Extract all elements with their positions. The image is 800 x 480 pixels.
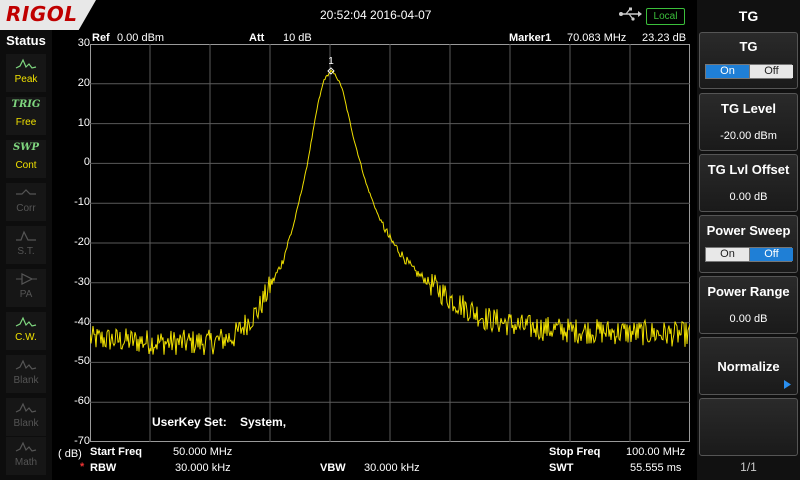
status-trigger: TRIG Free [6, 97, 46, 135]
usb-icon [619, 7, 642, 21]
power-range-button[interactable]: Power Range 0.00 dB [699, 276, 798, 334]
unit-label: ( dB) [58, 448, 82, 460]
marker-point[interactable] [327, 67, 335, 75]
swp-icon: SWP [13, 142, 39, 153]
trig-icon: TRIG [11, 99, 41, 110]
tg-label: TG [739, 39, 758, 54]
power-sweep-toggle[interactable]: On Off [705, 247, 793, 262]
tg-toggle[interactable]: On Off [705, 64, 793, 79]
status-label: Blank [13, 375, 39, 386]
status-label: S.T. [17, 246, 35, 257]
y-tick-label: -30 [74, 275, 90, 288]
stop-freq-label: Stop Freq [549, 446, 601, 458]
marker-number-label: 1 [328, 56, 334, 67]
rbw-label: RBW [90, 462, 117, 474]
status-label: Free [15, 117, 37, 128]
tg-level-label: TG Level [721, 101, 776, 116]
submenu-arrow-icon [784, 380, 791, 389]
tg-level-button[interactable]: TG Level -20.00 dBm [699, 93, 798, 151]
marker-level: 23.23 dB [642, 32, 687, 44]
st-icon [16, 230, 36, 241]
swt-label: SWT [549, 462, 574, 474]
menu-title: TG [738, 8, 759, 24]
y-tick-label: 10 [77, 116, 90, 129]
marker-freq: 70.083 MHz [567, 32, 627, 44]
tg-button[interactable]: TG On Off [699, 32, 798, 89]
logo-text: RIGOL [6, 2, 78, 26]
blank-icon [15, 402, 37, 413]
y-tick-label: -20 [74, 236, 90, 248]
y-tick-label: -50 [74, 355, 90, 368]
tg-on-option[interactable]: On [706, 65, 749, 78]
peak-icon [15, 58, 37, 69]
swt-value: 55.555 ms [630, 462, 682, 474]
tg-lvl-offset-value: 0.00 dB [729, 191, 768, 203]
math-icon [15, 441, 37, 452]
start-freq-label: Start Freq [90, 446, 142, 458]
power-range-label: Power Range [707, 284, 790, 299]
spectrum-trace [90, 69, 690, 356]
normalize-button[interactable]: Normalize [699, 337, 798, 395]
status-cw: C.W. [6, 312, 46, 350]
y-tick-label: -40 [74, 315, 90, 328]
y-tick-label: -70 [74, 435, 90, 447]
tg-lvl-offset-label: TG Lvl Offset [707, 162, 790, 177]
userkey-label: UserKey Set: [152, 415, 227, 429]
rbw-value: 30.000 kHz [175, 462, 231, 474]
status-label: Cont [15, 160, 37, 171]
att-value: 10 dB [283, 32, 312, 44]
start-freq-value: 50.000 MHz [173, 446, 233, 458]
status-sweep: SWP Cont [6, 140, 46, 178]
y-tick-label: 0 [83, 156, 90, 169]
tg-level-value: -20.00 dBm [720, 130, 777, 142]
stop-freq-value: 100.00 MHz [626, 446, 686, 458]
status-corr: Corr [6, 183, 46, 221]
status-st: S.T. [6, 226, 46, 264]
power-sweep-label: Power Sweep [706, 223, 791, 238]
status-blank: Blank [6, 355, 46, 393]
status-blank: Blank [6, 398, 46, 436]
status-peak: Peak [6, 54, 46, 92]
tg-lvl-offset-button[interactable]: TG Lvl Offset 0.00 dB [699, 154, 798, 212]
vbw-label: VBW [320, 462, 346, 474]
status-math: Math [6, 437, 46, 475]
att-label: Att [249, 32, 265, 44]
ref-label: Ref [92, 32, 110, 44]
blank-icon [15, 359, 37, 370]
status-title: Status [6, 33, 46, 48]
y-tick-label: 30 [77, 37, 90, 49]
local-badge: Local [646, 8, 685, 25]
pa-icon [16, 273, 37, 285]
status-label: C.W. [15, 332, 37, 343]
y-tick-label: -10 [74, 196, 90, 209]
rbw-uncal-marker: * [80, 461, 85, 473]
status-label: Blank [13, 418, 39, 429]
corr-icon [16, 189, 36, 195]
status-label: PA [19, 289, 33, 300]
normalize-label: Normalize [717, 359, 780, 374]
vbw-value: 30.000 kHz [364, 462, 420, 474]
top-bar [0, 0, 697, 30]
page-indicator: 1/1 [740, 460, 757, 474]
rigol-logo [0, 0, 96, 30]
cw-icon [15, 316, 37, 327]
status-label: Math [14, 457, 38, 468]
power-range-value: 0.00 dB [729, 313, 768, 325]
y-tick-label: 20 [77, 76, 90, 89]
power-sweep-off-option[interactable]: Off [749, 248, 793, 261]
spectrum-plot: 1 [90, 44, 690, 442]
status-label: Corr [16, 203, 36, 214]
power-sweep-on-option[interactable]: On [706, 248, 749, 261]
empty-softkey[interactable] [699, 398, 798, 456]
ref-value: 0.00 dBm [117, 32, 165, 44]
tg-off-option[interactable]: Off [749, 65, 793, 78]
y-tick-label: -60 [74, 395, 90, 408]
power-sweep-button[interactable]: Power Sweep On Off [699, 215, 798, 273]
status-pa: PA [6, 269, 46, 307]
userkey-value: System, [240, 415, 287, 429]
status-label: Peak [14, 74, 38, 85]
marker-label: Marker1 [509, 32, 552, 44]
datetime: 20:52:04 2016-04-07 [320, 8, 432, 22]
